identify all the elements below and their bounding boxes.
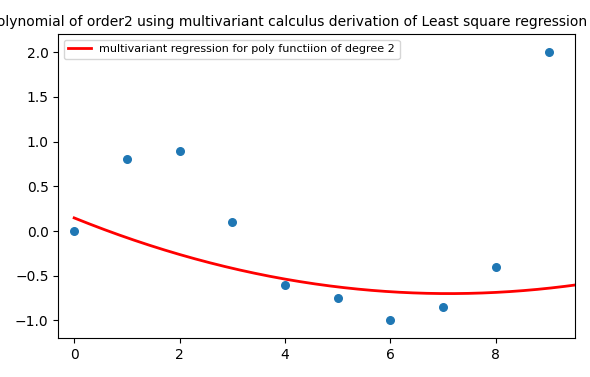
multivariant regression for poly functiion of degree 2 bbox=[131, 238, 138, 242]
multivariant regression for poly functiion of degree 2 bbox=[572, 283, 579, 287]
Point bbox=[386, 317, 395, 323]
Point bbox=[280, 282, 290, 288]
Point bbox=[438, 304, 448, 310]
multivariant regression for poly functiion of degree 2 bbox=[234, 267, 241, 272]
multivariant regression for poly functiion of degree 2 bbox=[446, 291, 453, 296]
multivariant regression for poly functiion of degree 2 bbox=[386, 290, 393, 294]
Point bbox=[70, 228, 79, 234]
Legend: multivariant regression for poly functiion of degree 2: multivariant regression for poly functii… bbox=[64, 40, 399, 59]
Point bbox=[228, 219, 237, 225]
multivariant regression for poly functiion of degree 2 bbox=[71, 216, 78, 220]
multivariant regression for poly functiion of degree 2 bbox=[269, 274, 276, 279]
Point bbox=[122, 156, 132, 162]
multivariant regression for poly functiion of degree 2 bbox=[435, 291, 442, 296]
Point bbox=[544, 49, 553, 55]
Point bbox=[333, 295, 342, 301]
Point bbox=[175, 147, 184, 153]
Point bbox=[491, 264, 501, 270]
Line: multivariant regression for poly functiion of degree 2: multivariant regression for poly functii… bbox=[74, 218, 575, 294]
multivariant regression for poly functiion of degree 2 bbox=[432, 291, 439, 296]
Title: Polynomial of order2 using multivariant calculus derivation of Least square regr: Polynomial of order2 using multivariant … bbox=[0, 15, 590, 29]
